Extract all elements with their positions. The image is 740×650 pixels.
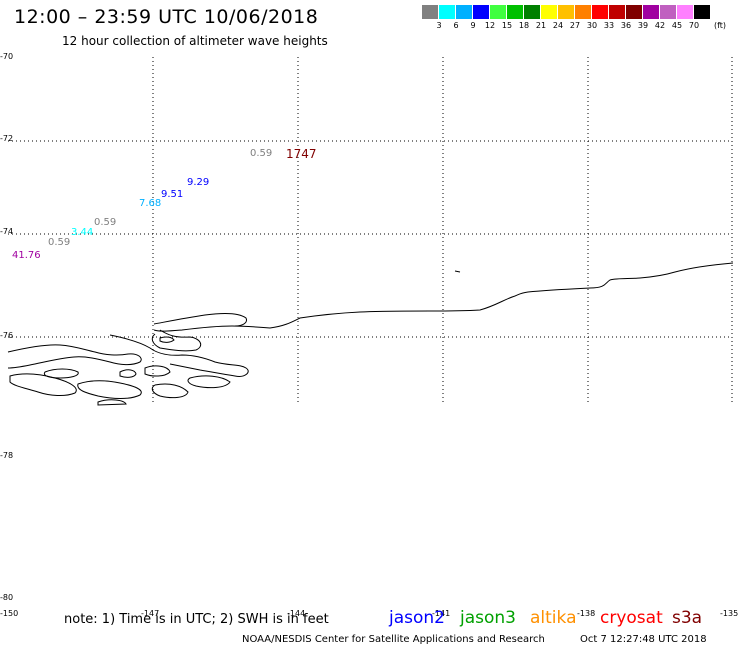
colorbar-swatch bbox=[439, 5, 456, 19]
island-small-1 bbox=[43, 368, 79, 379]
coastline bbox=[7, 262, 734, 406]
island-small-2 bbox=[119, 369, 137, 378]
coastline-west-arm bbox=[7, 344, 142, 369]
colorbar-label: 27 bbox=[569, 21, 581, 30]
coastline-main-lower bbox=[109, 334, 249, 377]
lon-label-150: -150 bbox=[0, 609, 19, 618]
colorbar-swatch bbox=[575, 5, 592, 19]
satellite-label: s3a bbox=[672, 608, 703, 628]
lat-label-76: -76 bbox=[0, 331, 14, 340]
obs-label: 0.59 bbox=[94, 217, 117, 228]
colorbar-swatch bbox=[609, 5, 626, 19]
generated-timestamp: Oct 7 12:27:48 UTC 2018 bbox=[580, 634, 707, 645]
colorbar-label: 42 bbox=[654, 21, 666, 30]
colorbar-label: 6 bbox=[453, 21, 459, 30]
island-small-3 bbox=[144, 365, 171, 377]
obs-label: 0.59 bbox=[48, 237, 71, 248]
lon-label-138: -138 bbox=[577, 609, 596, 618]
colorbar-swatch bbox=[626, 5, 643, 19]
island-small-6 bbox=[97, 399, 127, 406]
map-subtitle: 12 hour collection of altimeter wave hei… bbox=[62, 34, 328, 48]
colorbar-label: 15 bbox=[501, 21, 513, 30]
islet-east bbox=[454, 270, 461, 273]
colorbar-swatch bbox=[677, 5, 694, 19]
obs-label: 3.44 bbox=[71, 227, 94, 238]
colorbar-swatch bbox=[541, 5, 558, 19]
coastline-main bbox=[153, 262, 734, 332]
obs-label: 9.29 bbox=[187, 177, 210, 188]
coastline-inner-bay bbox=[151, 329, 202, 352]
obs-label: 0.59 bbox=[250, 148, 273, 159]
satellite-label: altika bbox=[530, 608, 577, 628]
credit-line: NOAA/NESDIS Center for Satellite Applica… bbox=[242, 634, 545, 645]
colorbar-label: 39 bbox=[637, 21, 649, 30]
lat-label-78: -78 bbox=[0, 451, 14, 460]
colorbar-swatch bbox=[422, 5, 439, 19]
obs-label: 1747 bbox=[286, 147, 317, 161]
satellite-label: cryosat bbox=[600, 608, 663, 628]
map-title: 12:00 – 23:59 UTC 10/06/2018 bbox=[14, 6, 319, 28]
lat-label-70: -70 bbox=[0, 52, 14, 61]
island-small-7 bbox=[159, 336, 175, 343]
island-small-4 bbox=[187, 375, 231, 389]
colorbar-label: 12 bbox=[484, 21, 496, 30]
island-central bbox=[77, 380, 142, 399]
colorbar-label: 36 bbox=[620, 21, 632, 30]
colorbar-swatch bbox=[643, 5, 660, 19]
colorbar-label: 18 bbox=[518, 21, 530, 30]
colorbar-label: 24 bbox=[552, 21, 564, 30]
colorbar-swatch bbox=[507, 5, 524, 19]
lon-label-144: -144 bbox=[287, 609, 306, 618]
colorbar-label: 33 bbox=[603, 21, 615, 30]
colorbar-swatch bbox=[490, 5, 507, 19]
coastline-upper-shelf bbox=[153, 312, 247, 327]
colorbar-swatch bbox=[558, 5, 575, 19]
colorbar-label: 3 bbox=[436, 21, 442, 30]
obs-label: 9.51 bbox=[161, 189, 184, 200]
obs-label: 41.76 bbox=[12, 250, 41, 261]
satellite-label: jason3 bbox=[460, 608, 516, 628]
colorbar-swatch bbox=[694, 5, 711, 19]
graticule bbox=[8, 57, 733, 405]
colorbar-swatch bbox=[592, 5, 609, 19]
lat-label-74: -74 bbox=[0, 227, 14, 236]
obs-label: 7.68 bbox=[139, 198, 162, 209]
colorbar-label: 70 bbox=[688, 21, 700, 30]
lat-label-80: -80 bbox=[0, 593, 14, 602]
lat-label-72: -72 bbox=[0, 134, 14, 143]
lon-label-147: -147 bbox=[141, 609, 160, 618]
footer-note: note: 1) Time is in UTC; 2) SWH is in fe… bbox=[64, 612, 329, 627]
satellite-label: jason2 bbox=[389, 608, 445, 628]
lon-label-135: -135 bbox=[720, 609, 739, 618]
island-small-5 bbox=[151, 383, 189, 399]
colorbar-label: 21 bbox=[535, 21, 547, 30]
colorbar-unit: (ft) bbox=[714, 21, 727, 30]
colorbar-swatch bbox=[660, 5, 677, 19]
colorbar-label: 45 bbox=[671, 21, 683, 30]
colorbar-swatch bbox=[524, 5, 541, 19]
island-west bbox=[9, 373, 77, 396]
colorbar-label: 9 bbox=[470, 21, 476, 30]
lon-label-141: -141 bbox=[432, 609, 451, 618]
colorbar-swatch bbox=[473, 5, 490, 19]
colorbar-swatch bbox=[456, 5, 473, 19]
colorbar-label: 30 bbox=[586, 21, 598, 30]
